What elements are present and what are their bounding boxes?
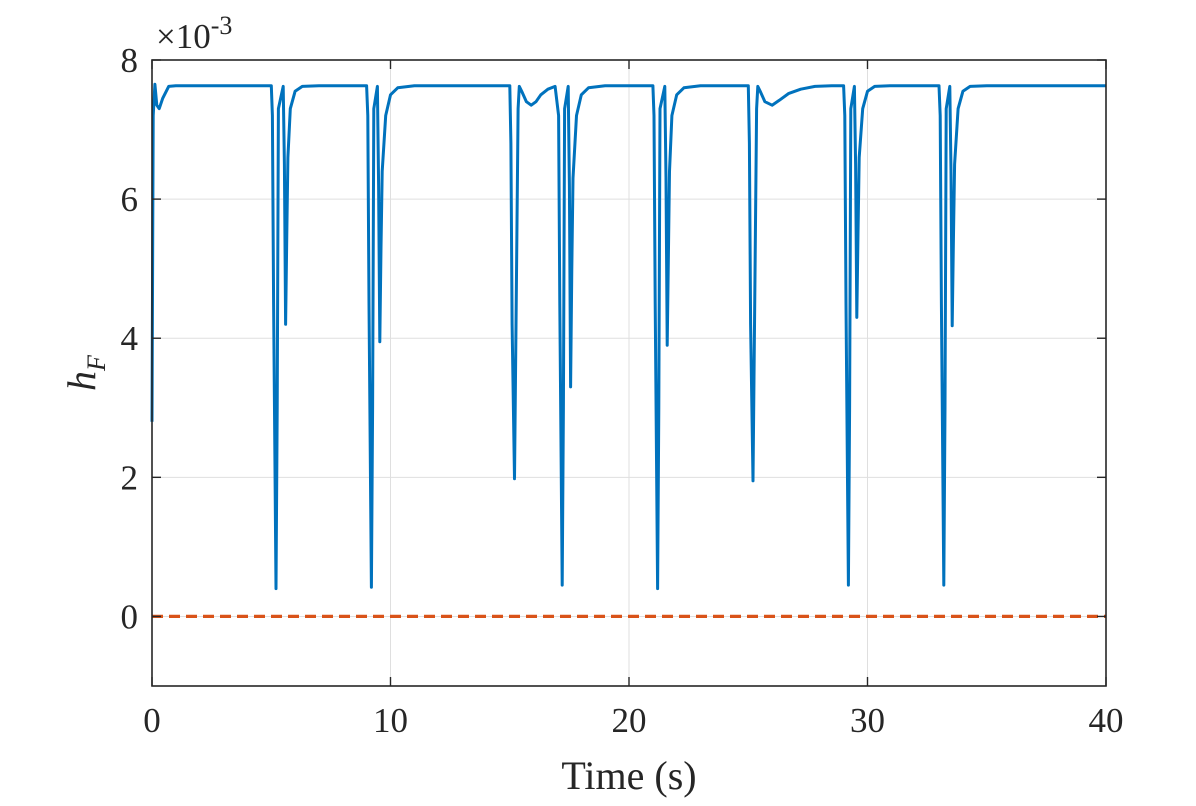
y-axis-label: hF [59, 354, 111, 391]
y-tick-label: 6 [121, 180, 139, 219]
y-exponent-base: ×10 [156, 17, 211, 56]
tick-labels: 0 10 20 30 40 0 2 4 6 8 [121, 41, 1124, 740]
x-tick-label: 40 [1089, 701, 1124, 740]
x-axis-label: Time (s) [561, 753, 696, 798]
y-tick-label: 4 [121, 319, 139, 358]
y-exponent-label: ×10-3 [156, 11, 232, 56]
data-series [150, 82, 1106, 619]
x-tick-label: 0 [143, 701, 161, 740]
y-axis-label-subscript: F [82, 354, 111, 372]
y-tick-label: 2 [121, 458, 139, 497]
y-tick-label: 0 [121, 597, 139, 636]
x-tick-label: 30 [850, 701, 885, 740]
y-exponent-power: -3 [211, 11, 233, 40]
solid-series-line [150, 82, 1106, 591]
tick-marks [151, 59, 1107, 686]
y-axis-label-base: h [59, 371, 104, 391]
x-tick-label: 10 [373, 701, 408, 740]
y-tick-label: 8 [121, 41, 139, 80]
x-tick-label: 20 [612, 701, 647, 740]
